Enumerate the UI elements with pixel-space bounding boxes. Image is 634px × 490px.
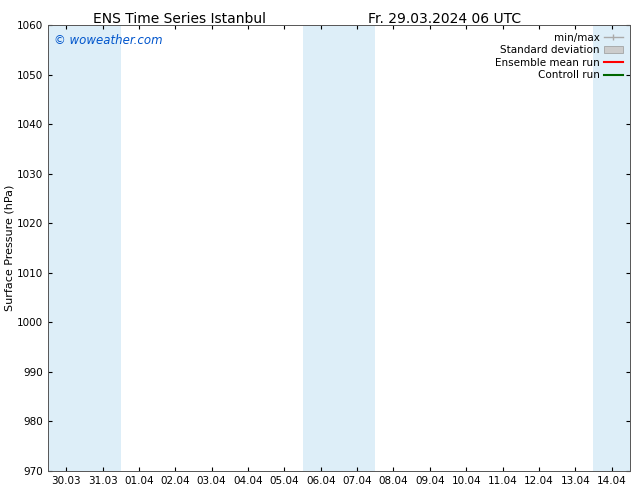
Text: Fr. 29.03.2024 06 UTC: Fr. 29.03.2024 06 UTC <box>368 12 521 26</box>
Bar <box>302 25 339 471</box>
Bar <box>48 25 84 471</box>
Text: © woweather.com: © woweather.com <box>54 34 162 47</box>
Y-axis label: Surface Pressure (hPa): Surface Pressure (hPa) <box>4 185 14 311</box>
Bar <box>84 25 121 471</box>
Text: ENS Time Series Istanbul: ENS Time Series Istanbul <box>93 12 266 26</box>
Bar <box>593 25 630 471</box>
Bar <box>339 25 375 471</box>
Legend: min/max, Standard deviation, Ensemble mean run, Controll run: min/max, Standard deviation, Ensemble me… <box>493 30 624 82</box>
